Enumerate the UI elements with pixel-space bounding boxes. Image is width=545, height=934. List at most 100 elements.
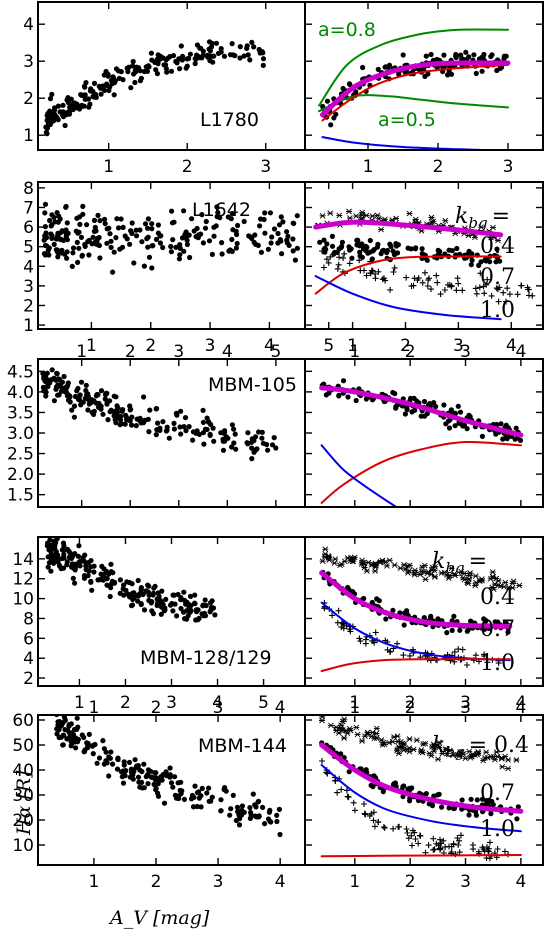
- data-point: [52, 545, 58, 552]
- data-point: [505, 757, 512, 763]
- data-point: [495, 237, 501, 244]
- data-point: [367, 270, 374, 277]
- data-point: [369, 729, 376, 736]
- data-point: [473, 70, 479, 76]
- data-point: [404, 570, 411, 576]
- data-point: [149, 226, 155, 232]
- data-point: [155, 61, 161, 67]
- data-point: [496, 284, 503, 291]
- data-point: [100, 738, 106, 744]
- y-tick-label: 30: [12, 786, 34, 806]
- svg-text:kbg= 0.4: kbg = 0.4: [432, 733, 529, 761]
- data-point: [351, 554, 358, 561]
- data-point: [390, 607, 396, 614]
- data-point: [129, 220, 135, 226]
- data-point: [154, 602, 160, 609]
- y-tick-label: 2.0: [7, 465, 34, 485]
- data-point: [138, 601, 144, 608]
- data-point: [199, 785, 205, 792]
- data-point: [422, 413, 428, 419]
- data-point: [229, 248, 235, 254]
- data-point: [454, 245, 460, 252]
- data-point: [247, 57, 253, 63]
- data-point: [48, 231, 54, 237]
- data-point: [72, 561, 78, 568]
- data-point: [56, 727, 62, 733]
- data-point: [327, 210, 334, 217]
- data-point: [192, 592, 198, 598]
- data-point: [218, 808, 224, 814]
- y-tick-label: 4.0: [7, 383, 34, 403]
- left-frame: [37, 181, 306, 330]
- kbg-value-07: 0.7: [480, 265, 515, 290]
- x-tick-label: 2: [433, 157, 444, 177]
- y-tick-label: 20: [12, 811, 34, 831]
- data-point: [85, 407, 91, 413]
- data-point: [338, 722, 345, 729]
- data-point: [171, 592, 177, 598]
- data-point: [92, 224, 98, 230]
- data-point: [103, 749, 109, 755]
- data-point: [453, 287, 460, 294]
- data-point: [462, 755, 469, 762]
- data-point: [341, 735, 348, 741]
- data-point: [453, 51, 459, 58]
- data-point: [141, 761, 147, 767]
- data-point: [236, 822, 243, 828]
- data-point: [237, 55, 243, 61]
- data-point: [195, 607, 201, 613]
- data-point: [499, 763, 506, 770]
- data-point: [98, 91, 104, 97]
- data-point: [117, 577, 123, 583]
- x-tick-label: 3: [460, 342, 471, 362]
- data-point: [141, 263, 147, 269]
- data-point: [133, 233, 140, 239]
- panel-label-mbm128: MBM-128/129: [140, 647, 272, 669]
- y-tick-label: 14: [12, 550, 34, 570]
- data-point: [139, 768, 145, 775]
- right-model: [313, 208, 536, 321]
- data-point: [334, 265, 341, 272]
- data-point: [54, 731, 60, 737]
- x-tick-label: 4: [515, 342, 526, 362]
- data-point: [130, 58, 136, 65]
- data-point: [329, 612, 336, 619]
- kbg-subscript: bg: [445, 743, 464, 761]
- data-point: [203, 602, 209, 609]
- data-point: [55, 557, 61, 563]
- data-point: [189, 216, 195, 222]
- data-point: [60, 102, 66, 108]
- data-point: [70, 250, 76, 256]
- data-point: [133, 227, 139, 233]
- data-point: [146, 254, 153, 260]
- data-point: [89, 241, 95, 247]
- data-point: [209, 794, 215, 800]
- data-point: [206, 785, 212, 791]
- data-point: [186, 424, 192, 430]
- data-point: [78, 92, 84, 98]
- data-point: [184, 616, 190, 622]
- data-point: [483, 749, 490, 756]
- data-point: [405, 835, 412, 842]
- data-point: [94, 760, 100, 766]
- model-curve: [318, 28, 509, 107]
- data-point: [108, 749, 114, 755]
- data-point: [44, 543, 50, 549]
- kbg-eq: =: [469, 549, 487, 574]
- data-point: [378, 251, 384, 257]
- data-point: [255, 798, 262, 804]
- x-tick-label: 5: [258, 693, 269, 713]
- data-point: [46, 560, 53, 566]
- data-point: [483, 281, 490, 288]
- data-point: [102, 396, 108, 402]
- data-point: [199, 212, 205, 218]
- data-point: [493, 749, 500, 755]
- data-point: [102, 221, 108, 227]
- data-point: [513, 425, 519, 431]
- data-point: [68, 103, 75, 109]
- data-point: [196, 431, 202, 437]
- data-point: [426, 801, 432, 807]
- y-tick-label: 3: [23, 52, 34, 72]
- data-point: [393, 405, 399, 411]
- data-point: [336, 212, 343, 219]
